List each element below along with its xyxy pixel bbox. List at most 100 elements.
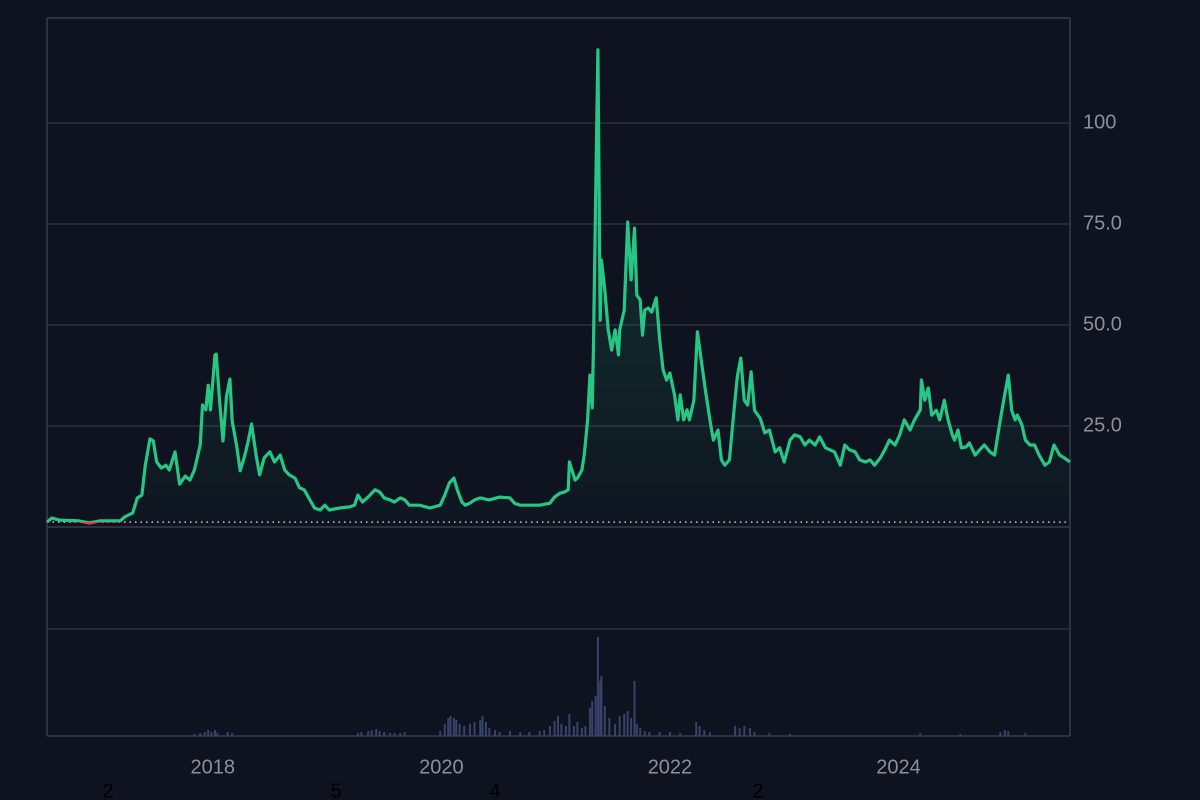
volume-bar bbox=[393, 733, 396, 736]
bottom-label: 5 bbox=[330, 780, 341, 800]
volume-bar bbox=[210, 732, 213, 736]
volume-bar bbox=[378, 731, 381, 736]
volume-bar bbox=[959, 734, 962, 736]
price-line bbox=[45, 48, 1071, 525]
volume-bar bbox=[370, 730, 373, 736]
volume-bar bbox=[484, 722, 487, 736]
volume-bar bbox=[919, 733, 922, 736]
volume-bar bbox=[623, 714, 626, 736]
x-tick-label: 2024 bbox=[876, 756, 921, 778]
y-tick-label: 25.0 bbox=[1083, 414, 1122, 436]
bottom-label: 4 bbox=[489, 780, 500, 800]
volume-bar bbox=[439, 731, 442, 736]
volume-bar bbox=[679, 733, 682, 736]
volume-bar bbox=[226, 732, 229, 736]
y-tick-label: 50.0 bbox=[1083, 313, 1122, 335]
volume-bar bbox=[738, 728, 741, 736]
volume-bar bbox=[473, 722, 476, 736]
volume-bar bbox=[648, 732, 651, 736]
volume-bar bbox=[588, 708, 591, 736]
volume-bar bbox=[556, 716, 559, 736]
volume-bar bbox=[479, 720, 482, 736]
x-tick-label: 2020 bbox=[419, 756, 464, 778]
volume-bar bbox=[463, 726, 466, 736]
volume-bar bbox=[635, 724, 638, 736]
volume-bar bbox=[668, 732, 671, 736]
volume-bar bbox=[388, 733, 391, 736]
volume-bar bbox=[508, 731, 511, 736]
volume-bar bbox=[216, 733, 219, 736]
volume-bar bbox=[626, 711, 629, 736]
volume-bar bbox=[528, 732, 531, 736]
volume-bar bbox=[403, 732, 406, 736]
volume-bar bbox=[1024, 733, 1027, 736]
volume-bar bbox=[449, 716, 452, 736]
volume-bar bbox=[768, 733, 771, 736]
volume-bar bbox=[630, 718, 633, 736]
volume-bar bbox=[447, 718, 450, 736]
volume-bar bbox=[498, 732, 501, 736]
volume-bar bbox=[788, 734, 791, 736]
area bbox=[47, 49, 1070, 524]
x-tick-label: 2022 bbox=[648, 756, 693, 778]
volume-bar bbox=[639, 728, 642, 736]
volume-bar bbox=[599, 681, 602, 736]
volume-bar bbox=[231, 733, 234, 736]
volume-bar bbox=[618, 716, 621, 736]
volume-bar bbox=[594, 696, 597, 736]
volume-bar bbox=[633, 681, 636, 736]
volume-bar bbox=[494, 730, 497, 736]
volume-bar bbox=[481, 716, 484, 736]
volume-bar bbox=[455, 720, 458, 736]
x-tick-label: 2018 bbox=[190, 756, 235, 778]
bottom-label: 2 bbox=[102, 780, 113, 800]
volume-bar bbox=[199, 733, 202, 736]
volume-bar bbox=[560, 724, 563, 736]
volume-bar bbox=[488, 728, 491, 736]
volume-bar bbox=[193, 734, 196, 736]
volume-bar bbox=[572, 726, 575, 736]
volume-bar bbox=[383, 732, 386, 736]
y-tick-label: 100 bbox=[1083, 111, 1116, 133]
volume-bar bbox=[548, 726, 551, 736]
volume-bar bbox=[695, 722, 698, 736]
volume-bar bbox=[543, 730, 546, 736]
volume-bar bbox=[452, 718, 455, 736]
volume-bar bbox=[375, 729, 378, 736]
volume-bar bbox=[207, 730, 210, 736]
volume-bar bbox=[553, 721, 556, 736]
volume-bar bbox=[658, 732, 661, 736]
volume-bar bbox=[591, 701, 594, 736]
volume-bar bbox=[748, 728, 751, 736]
volume-bar bbox=[367, 731, 370, 736]
volume-bar bbox=[614, 724, 617, 736]
volume-bar bbox=[698, 726, 701, 736]
volume-bar bbox=[1007, 731, 1010, 736]
volume-bar bbox=[753, 732, 756, 736]
bottom-label: 2 bbox=[752, 780, 763, 800]
volume-bar bbox=[580, 728, 583, 736]
volume-bar bbox=[703, 730, 706, 736]
volume-bar bbox=[356, 733, 359, 736]
volume-bar bbox=[564, 726, 567, 736]
volume-bar bbox=[600, 676, 603, 736]
volume-bar bbox=[999, 732, 1002, 736]
volume-bar bbox=[584, 726, 587, 736]
volume-bar bbox=[203, 732, 206, 736]
volume-bar bbox=[576, 722, 579, 736]
volume-bar bbox=[214, 730, 217, 736]
volume-bar bbox=[643, 731, 646, 736]
volume-bar bbox=[568, 714, 571, 736]
volume-bar bbox=[458, 724, 461, 736]
volume-bar bbox=[399, 733, 402, 736]
volume-bar bbox=[519, 732, 522, 736]
volume-bar bbox=[468, 724, 471, 736]
volume-bar bbox=[1003, 730, 1006, 736]
volume-bar bbox=[608, 718, 611, 736]
volume-bar bbox=[708, 732, 711, 736]
volume-bar bbox=[603, 706, 606, 736]
y-tick-label: 75.0 bbox=[1083, 212, 1122, 234]
volume-bar bbox=[360, 732, 363, 736]
volume-bar bbox=[596, 637, 599, 736]
